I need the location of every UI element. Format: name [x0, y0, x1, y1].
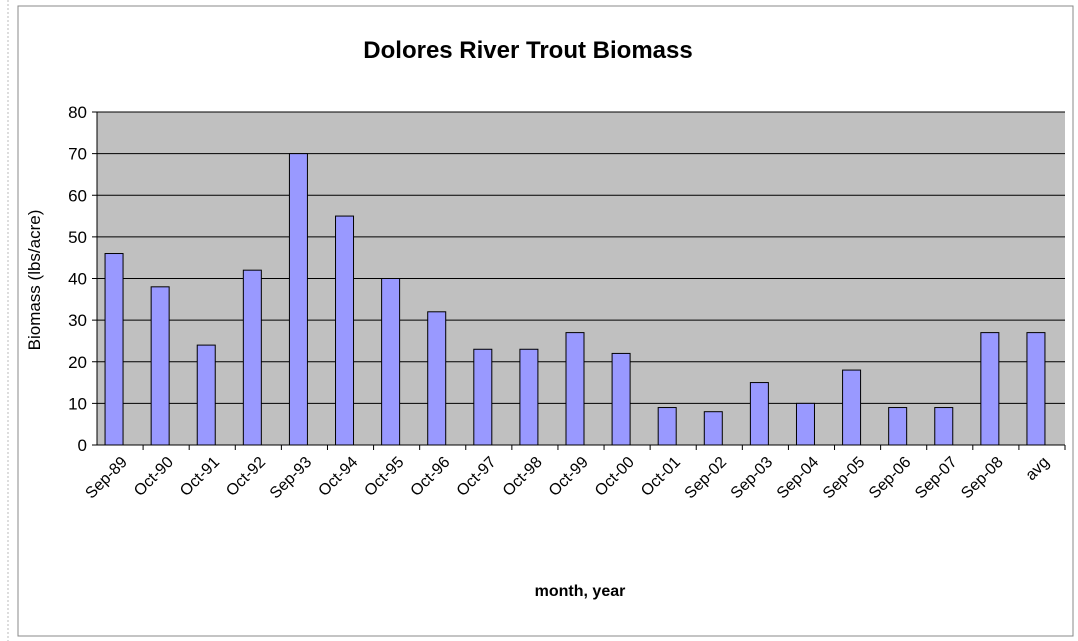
y-tick-label: 50 [68, 228, 87, 247]
y-tick-label: 10 [68, 394, 87, 413]
bar [888, 407, 908, 446]
y-axis-label: Biomass (lbs/acre) [25, 210, 44, 351]
bar [703, 411, 723, 446]
y-tick-label: 60 [68, 186, 87, 205]
bar [842, 369, 862, 446]
bar [427, 311, 447, 446]
y-tick-label: 0 [78, 436, 87, 455]
bar [473, 348, 493, 446]
bar [242, 269, 262, 446]
bar [980, 332, 1000, 446]
bar [1026, 332, 1046, 446]
bar [795, 402, 815, 446]
y-tick-label: 40 [68, 270, 87, 289]
bar [611, 352, 631, 446]
y-tick-label: 20 [68, 353, 87, 372]
chart-title: Dolores River Trout Biomass [363, 37, 692, 64]
bar [381, 278, 401, 446]
chart-frame [17, 5, 1074, 637]
x-axis-label: month, year [535, 583, 626, 600]
y-tick-label: 70 [68, 145, 87, 164]
y-tick-label: 30 [68, 311, 87, 330]
bar [335, 215, 355, 446]
bar [565, 332, 585, 446]
bar [657, 407, 677, 446]
bar [196, 344, 216, 446]
bar [150, 286, 170, 446]
bar [934, 407, 954, 446]
bar [104, 253, 124, 446]
bar [519, 348, 539, 446]
y-tick-label: 80 [68, 103, 87, 122]
bar [288, 153, 308, 446]
bar [749, 382, 769, 446]
